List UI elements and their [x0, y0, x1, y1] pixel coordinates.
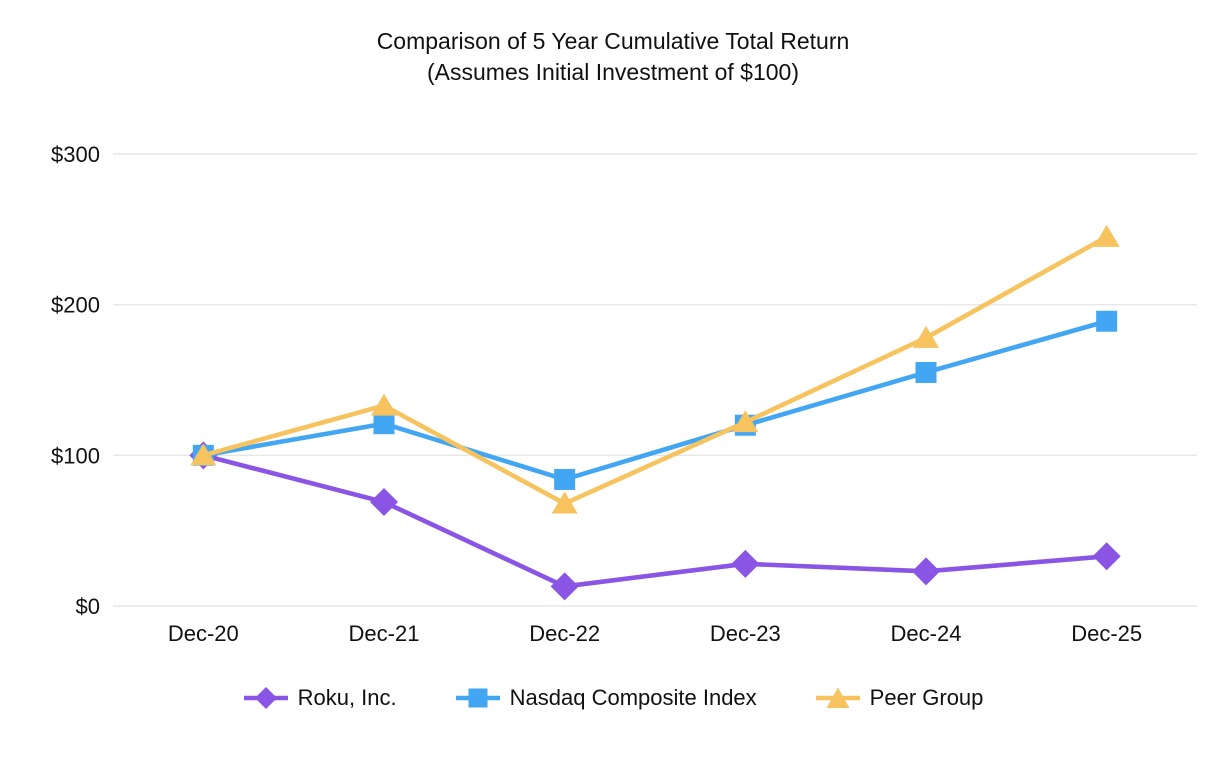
- chart-title-block: Comparison of 5 Year Cumulative Total Re…: [0, 26, 1226, 88]
- series-line-peer: [201, 234, 1109, 506]
- series-line-nasdaq: [201, 318, 1109, 482]
- nasdaq-square-marker: [915, 361, 937, 383]
- nasdaq-square-icon: [468, 688, 488, 708]
- y-tick-label: $100: [51, 443, 100, 468]
- peer-triangle-marker: [913, 325, 939, 348]
- nasdaq-series-marker-icon: [455, 688, 500, 708]
- legend-label-roku: Roku, Inc.: [297, 685, 397, 710]
- peer-triangle-marker: [1093, 224, 1120, 247]
- y-tick-label: $0: [76, 594, 100, 619]
- peer-triangle-icon: [826, 687, 850, 708]
- peer-series-marker-icon: [815, 687, 860, 708]
- roku-diamond-icon: [254, 687, 277, 709]
- legend-label-nasdaq: Nasdaq Composite Index: [509, 685, 757, 710]
- x-tick-label: Dec-24: [891, 621, 962, 646]
- x-tick-label: Dec-21: [349, 621, 420, 646]
- legend-label-peer: Peer Group: [869, 685, 984, 710]
- nasdaq-square-marker: [1096, 310, 1118, 332]
- roku-diamond-marker: [731, 549, 760, 578]
- x-tick-label: Dec-23: [710, 621, 781, 646]
- x-tick-label: Dec-25: [1071, 621, 1142, 646]
- roku-diamond-marker: [550, 572, 579, 601]
- roku-diamond-marker: [1092, 542, 1121, 571]
- peer-triangle-marker: [732, 410, 759, 433]
- legend-item-roku: Roku, Inc.: [243, 684, 397, 712]
- chart-title: Comparison of 5 Year Cumulative Total Re…: [376, 28, 850, 54]
- peer-triangle-marker: [371, 393, 397, 416]
- peer-triangle-marker: [190, 443, 217, 466]
- legend-item-peer: Peer Group: [815, 684, 984, 712]
- roku-diamond-marker: [370, 488, 398, 517]
- legend-item-nasdaq: Nasdaq Composite Index: [455, 684, 757, 712]
- x-tick-label: Dec-20: [168, 621, 239, 646]
- nasdaq-square-marker: [554, 468, 576, 490]
- chart-legend: Roku, Inc. Nasdaq Composite Index Peer G…: [0, 684, 1226, 712]
- roku-series-marker-icon: [243, 687, 288, 709]
- y-tick-label: $300: [51, 142, 100, 167]
- chart-subtitle: (Assumes Initial Investment of $100): [427, 59, 799, 85]
- series-line-roku: [201, 453, 1109, 589]
- roku-diamond-marker: [912, 557, 940, 586]
- y-tick-label: $200: [51, 293, 100, 318]
- x-tick-label: Dec-22: [529, 621, 600, 646]
- nasdaq-square-marker: [373, 413, 395, 435]
- peer-triangle-marker: [551, 491, 578, 514]
